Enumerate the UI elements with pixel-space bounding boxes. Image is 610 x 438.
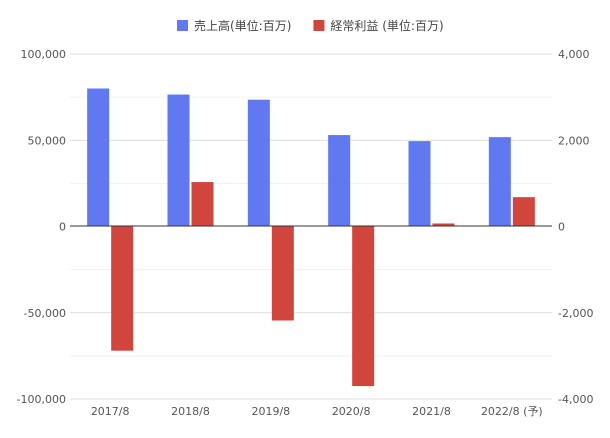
left-tick-label: 100,000 [21,48,67,61]
bar-ordinary-profit-1 [191,182,214,227]
bar-sales-0 [87,88,110,227]
x-tick-label: 2022/8 (予) [481,405,543,418]
bar-ordinary-profit-0 [111,226,134,351]
x-tick-label: 2017/8 [91,405,130,418]
legend-item-0: 売上高(単位:百万) [177,18,291,33]
left-tick-label: -100,000 [17,393,66,406]
bar-ordinary-profit-4 [432,223,455,227]
legend-label: 売上高(単位:百万) [194,18,291,33]
left-tick-label: 0 [59,221,66,234]
bar-sales-4 [408,141,431,227]
x-tick-label: 2020/8 [332,405,371,418]
x-tick-label: 2021/8 [412,405,451,418]
legend-item-1: 経常利益 (単位:百万) [313,18,444,33]
bar-ordinary-profit-3 [352,226,375,387]
gridlines [70,53,552,400]
x-tick-label: 2018/8 [171,405,210,418]
right-tick-label: -2,000 [558,307,593,320]
bar-sales-5 [488,137,511,227]
right-tick-label: 4,000 [558,48,590,61]
left-tick-label: 50,000 [28,134,67,147]
legend-swatch [177,20,188,31]
bars [87,88,535,387]
left-tick-label: -50,000 [24,307,66,320]
right-tick-label: 2,000 [558,134,590,147]
axes: 2017/8 2018/8 2019/8 2020/8 2021/8 2022/8 (予)… [17,48,594,418]
bar-ordinary-profit-2 [271,226,294,321]
legend-swatch [313,20,325,31]
right-tick-label: -4,000 [558,393,593,406]
bar-sales-2 [247,99,270,227]
x-tick-label: 2019/8 [251,405,290,418]
bar-sales-3 [328,135,351,227]
bar-ordinary-profit-5 [512,197,535,227]
legend-label: 経常利益 (単位:百万) [330,18,443,33]
right-tick-label: 0 [558,221,565,234]
bar-sales-1 [167,94,190,227]
legend: 売上高(単位:百万) 経常利益 (単位:百万) [177,18,444,33]
